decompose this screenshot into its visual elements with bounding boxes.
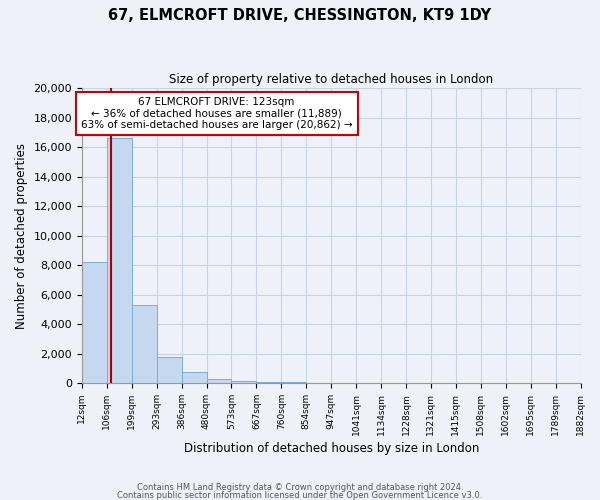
- Text: Contains HM Land Registry data © Crown copyright and database right 2024.: Contains HM Land Registry data © Crown c…: [137, 484, 463, 492]
- Bar: [182, 372, 206, 383]
- Bar: [107, 138, 132, 383]
- Bar: [232, 381, 256, 383]
- Bar: [256, 382, 281, 383]
- Text: Contains public sector information licensed under the Open Government Licence v3: Contains public sector information licen…: [118, 490, 482, 500]
- Bar: [157, 356, 182, 383]
- X-axis label: Distribution of detached houses by size in London: Distribution of detached houses by size …: [184, 442, 479, 455]
- Text: 67, ELMCROFT DRIVE, CHESSINGTON, KT9 1DY: 67, ELMCROFT DRIVE, CHESSINGTON, KT9 1DY: [109, 8, 491, 22]
- Bar: [206, 379, 232, 383]
- Title: Size of property relative to detached houses in London: Size of property relative to detached ho…: [169, 72, 493, 86]
- Bar: [132, 305, 157, 383]
- Bar: [82, 262, 107, 383]
- Y-axis label: Number of detached properties: Number of detached properties: [15, 142, 28, 328]
- Bar: [281, 382, 306, 383]
- Text: 67 ELMCROFT DRIVE: 123sqm
← 36% of detached houses are smaller (11,889)
63% of s: 67 ELMCROFT DRIVE: 123sqm ← 36% of detac…: [81, 97, 352, 130]
